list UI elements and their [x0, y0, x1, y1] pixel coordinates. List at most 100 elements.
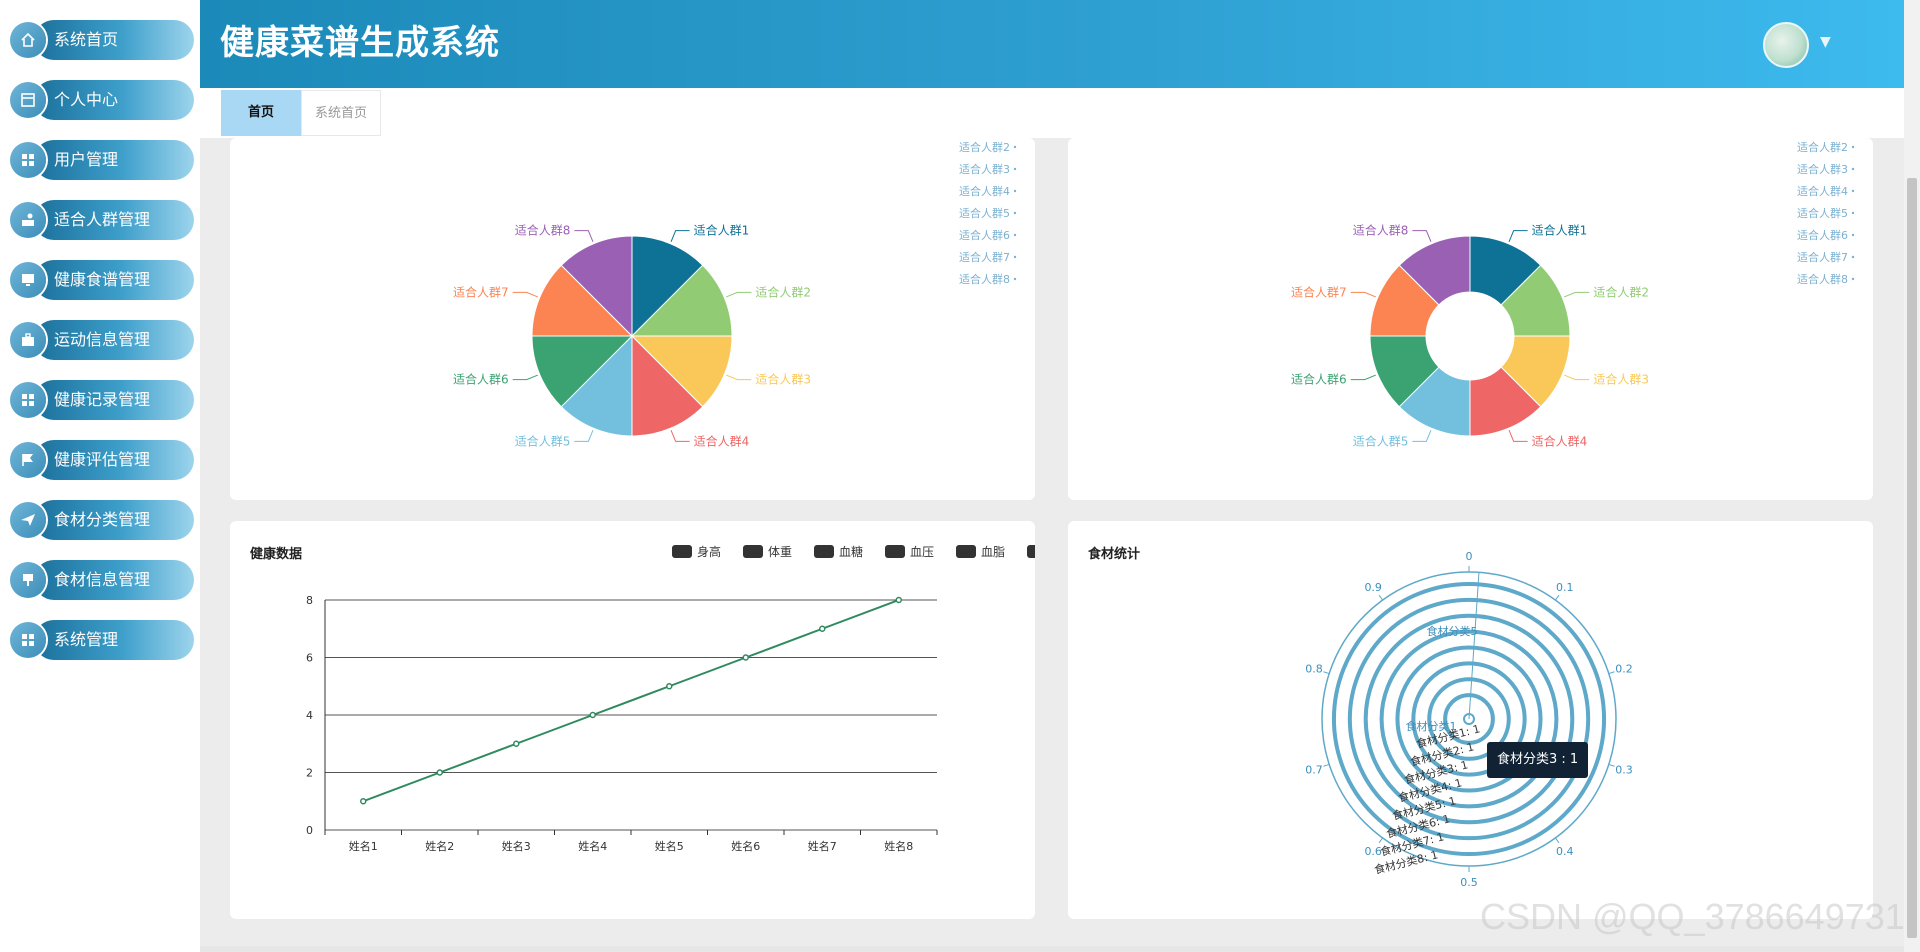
sidebar-item-ingredient-categories[interactable]: 食材分类管理: [10, 500, 194, 540]
polar-tick-label: 0.6: [1364, 845, 1382, 858]
tab-system-home[interactable]: 系统首页: [301, 90, 381, 136]
line-chart: 身高体重血糖血压血脂心率02468姓名1姓名2姓名3姓名4姓名5姓名6姓名7姓名…: [306, 544, 1035, 853]
pie-slice[interactable]: [1369, 335, 1440, 408]
legend-item[interactable]: 适合人群6: [959, 228, 1010, 242]
tab-home[interactable]: 首页: [221, 90, 301, 136]
pie-slice[interactable]: [631, 235, 704, 338]
data-point[interactable]: [513, 740, 520, 747]
window-icon: [10, 82, 46, 118]
legend-item[interactable]: 血压: [910, 545, 934, 559]
pie-slice[interactable]: [560, 334, 633, 437]
pie-slice-label: 适合人群7: [1291, 284, 1347, 299]
polar-tick-label: 0.5: [1460, 876, 1478, 889]
x-tick-label: 姓名2: [425, 839, 454, 853]
polar-tick-label: 0.3: [1615, 763, 1633, 776]
pie-slice[interactable]: [1398, 235, 1471, 306]
donut-chart: 适合人群1 适合人群2 适合人群3 适合人群4 适合人群5 适合人群6 适合人群7 适合人群8…: [1291, 140, 1855, 448]
legend-item[interactable]: 适合人群4: [1797, 184, 1848, 198]
legend-item[interactable]: 适合人群5: [959, 206, 1010, 220]
x-tick-label: 姓名5: [655, 839, 684, 853]
sidebar-item-ingredient-info[interactable]: 食材信息管理: [10, 560, 194, 600]
data-point[interactable]: [589, 711, 596, 719]
sidebar-item-label: 健康评估管理: [54, 450, 151, 469]
sidebar-item-system[interactable]: 系统管理: [10, 620, 194, 660]
top-header: 健康菜谱生成系统 ▼: [200, 0, 1904, 88]
pie-slice[interactable]: [630, 264, 733, 337]
pie-slice-label: 适合人群3: [755, 372, 811, 387]
sidebar-item-health-assessment[interactable]: 健康评估管理: [10, 440, 194, 480]
legend-item[interactable]: 适合人群5: [1797, 206, 1848, 220]
data-point[interactable]: [819, 625, 826, 632]
menu-pill-background: [34, 200, 194, 240]
pie-slice[interactable]: [1500, 264, 1571, 337]
legend-marker: [1851, 211, 1855, 215]
avatar[interactable]: [1763, 22, 1809, 68]
pie-leader-line: [1564, 374, 1590, 381]
pie-leader-line: [726, 374, 752, 381]
legend-item[interactable]: 适合人群7: [959, 250, 1010, 264]
sidebar-item-users[interactable]: 用户管理: [10, 140, 194, 180]
legend-item[interactable]: 适合人群2: [959, 140, 1010, 154]
polar-bar[interactable]: [1395, 645, 1543, 793]
y-tick-label: 8: [306, 594, 313, 607]
legend-item[interactable]: 适合人群6: [1797, 228, 1848, 242]
legend-item[interactable]: 适合人群3: [1797, 162, 1848, 176]
legend-item[interactable]: 适合人群8: [959, 272, 1010, 286]
polar-bar[interactable]: [1331, 581, 1607, 857]
data-point[interactable]: [360, 798, 367, 805]
data-point[interactable]: [895, 596, 902, 604]
sidebar-item-exercise[interactable]: 运动信息管理: [10, 320, 194, 360]
scrollbar-thumb[interactable]: [1907, 178, 1917, 938]
sidebar-item-health-records[interactable]: 健康记录管理: [10, 380, 194, 420]
polar-bar[interactable]: [1411, 661, 1527, 777]
sidebar: 系统首页个人中心用户管理适合人群管理 健康食谱管理 运动信息管理 健康记录管理健康评估…: [0, 0, 200, 952]
pie-slice[interactable]: [531, 264, 634, 337]
pie-slice[interactable]: [1369, 264, 1440, 337]
chevron-down-icon[interactable]: ▼: [1820, 34, 1831, 50]
pie-slice[interactable]: [1469, 235, 1542, 306]
polar-bar[interactable]: [1379, 629, 1559, 809]
legend-marker: [1851, 255, 1855, 259]
legend-item[interactable]: 适合人群8: [1797, 272, 1848, 286]
polar-tick: [1608, 671, 1615, 675]
polar-tick-label: 0.1: [1556, 581, 1574, 594]
pie-slice[interactable]: [1500, 335, 1571, 408]
data-point[interactable]: [436, 769, 443, 776]
y-tick-label: 2: [306, 767, 313, 780]
pie-slice[interactable]: [631, 334, 704, 437]
polar-center-bar[interactable]: [1463, 713, 1475, 725]
pie-slice[interactable]: [531, 335, 634, 408]
page-scrollbar[interactable]: [1904, 0, 1920, 952]
legend-item[interactable]: 血脂: [981, 544, 1005, 559]
legend-item[interactable]: 体重: [768, 545, 792, 559]
legend-item[interactable]: 身高: [697, 544, 721, 559]
sidebar-item-label: 食材分类管理: [54, 510, 151, 529]
pie-slice[interactable]: [1469, 366, 1542, 437]
polar-bar[interactable]: [1347, 597, 1591, 841]
sidebar-item-audience[interactable]: 适合人群管理: [10, 200, 194, 240]
legend-item[interactable]: 适合人群2: [1797, 140, 1848, 154]
legend-item[interactable]: 血糖: [839, 544, 863, 559]
pie-slice[interactable]: [630, 335, 733, 408]
polar-tick-label: 0.4: [1556, 845, 1574, 858]
sidebar-item-label: 食材信息管理: [54, 570, 151, 589]
pie-leader-line: [670, 430, 690, 442]
pie-slice-label: 适合人群1: [1532, 223, 1588, 238]
polar-chart: 0 0.1 0.2 0.3 0.4 0.5 0.6 0.7 0.8 0.9 食材分类5 食材分类1 食材…: [1305, 550, 1633, 889]
pie-slice[interactable]: [1398, 366, 1471, 437]
data-point[interactable]: [742, 654, 749, 661]
legend-item[interactable]: 适合人群4: [959, 184, 1010, 198]
sidebar-item-recipes[interactable]: 健康食谱管理: [10, 260, 194, 300]
polar-bar[interactable]: [1363, 613, 1575, 825]
sidebar-item-home[interactable]: 系统首页: [10, 20, 194, 60]
polar-bar[interactable]: [1427, 677, 1511, 761]
legend-item[interactable]: 适合人群7: [1797, 250, 1848, 264]
sidebar-item-personal-center[interactable]: 个人中心: [10, 80, 194, 120]
data-point[interactable]: [666, 683, 673, 690]
polar-bar[interactable]: [1443, 693, 1495, 745]
pie-slice-label: 适合人群2: [755, 284, 811, 299]
pie-slice[interactable]: [560, 235, 633, 338]
x-tick-label: 姓名4: [578, 839, 607, 853]
polar-tick-label: 0.2: [1615, 663, 1633, 676]
legend-item[interactable]: 适合人群3: [959, 162, 1010, 176]
